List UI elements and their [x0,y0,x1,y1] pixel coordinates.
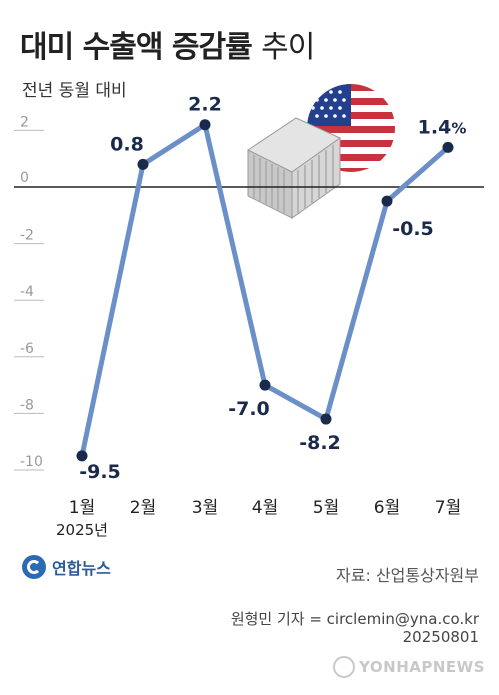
data-label: -8.2 [299,432,341,454]
data-point [137,158,149,170]
y-tick-label: -6 [20,341,34,357]
data-label: -7.0 [228,398,270,420]
title-light: 추이 [261,30,315,65]
y-tick-label: -8 [20,397,34,413]
reporter-credit: 원형민 기자 = circlemin@yna.co.kr [230,610,479,628]
yonhap-logo: 연합뉴스 [22,555,111,579]
data-labels: -9.5 0.8 2.2 -7.0 -8.2 -0.5 1.4% [79,94,466,483]
data-point [442,141,454,153]
data-point [76,450,88,462]
y-tick-label: 0 [20,170,29,186]
title-bold: 대미 수출액 증감률 [20,30,253,65]
watermark-icon [333,656,356,678]
data-label: 0.8 [110,133,144,155]
y-tick-label: -10 [20,454,43,470]
y-axis: 2 0 -2 -4 -6 -8 -10 [14,114,44,471]
x-tick-label: 7월 [435,498,461,518]
x-tick-label: 6월 [374,498,400,518]
data-point [259,379,271,391]
data-point [199,119,211,131]
publish-date: 20250801 [402,628,479,646]
y-tick-label: -2 [20,228,34,244]
data-label: -9.5 [79,461,121,483]
y-tick-label: 2 [20,114,29,130]
shipping-container-icon [247,117,341,219]
logo-text: 연합뉴스 [52,559,111,578]
x-tick-label: 4월 [252,498,278,518]
yonhapnews-watermark: YONHAPNEWS [333,656,485,678]
y-tick-label: -4 [20,284,34,300]
data-point [320,413,332,425]
chart-title: 대미 수출액 증감률 추이 [20,22,315,66]
data-label: 1.4% [418,116,467,138]
x-tick-label: 1월 [69,498,95,518]
percent-suffix: % [451,119,466,137]
x-tick-label: 3월 [192,498,218,518]
data-points [76,119,454,462]
x-tick-label: 2월 [130,498,156,518]
chart-subtitle: 전년 동월 대비 [22,81,127,101]
source-note: 자료: 산업통상자원부 [336,566,479,585]
line-chart: 2 0 -2 -4 -6 -8 -10 1월 2월 3월 4월 5월 6월 7월 2025년 -9.5 0.… [14,84,484,539]
data-label: -0.5 [392,218,434,240]
year-label: 2025년 [56,521,108,539]
x-axis: 1월 2월 3월 4월 5월 6월 7월 2025년 [56,498,461,539]
yonhap-logo-icon [22,555,46,579]
data-label: 2.2 [188,94,222,116]
watermark-text: YONHAPNEWS [359,658,485,676]
x-tick-label: 5월 [313,498,339,518]
data-point [381,195,393,207]
